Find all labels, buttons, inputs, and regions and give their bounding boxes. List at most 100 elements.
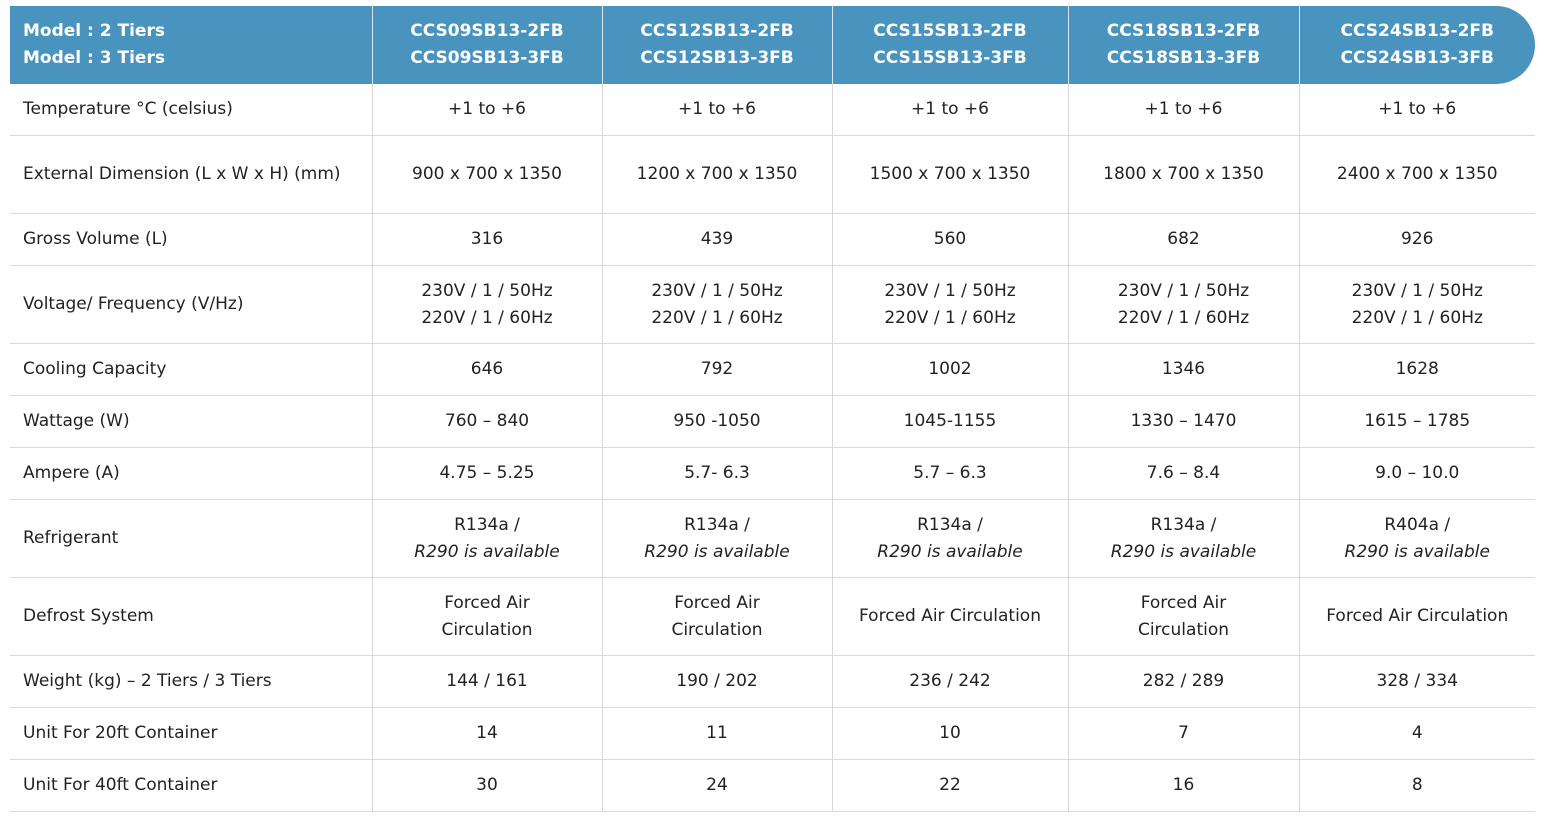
spec-value: 2400 x 700 x 1350 bbox=[1299, 135, 1535, 214]
model-3-tier-code: CCS09SB13-3FB bbox=[410, 48, 564, 68]
defrost-line: Circulation bbox=[1137, 619, 1230, 640]
model-3-tier-code: CCS12SB13-3FB bbox=[640, 48, 794, 68]
model-3-tier-code: CCS24SB13-3FB bbox=[1340, 48, 1494, 68]
defrost-line: Forced Air bbox=[444, 592, 530, 613]
spec-label: Ampere (A) bbox=[10, 447, 373, 500]
spec-value: 792 bbox=[602, 343, 833, 396]
spec-value: 316 bbox=[372, 213, 603, 266]
model-2-tier-code: CCS12SB13-2FB bbox=[640, 21, 794, 41]
model-2-tiers-label: Model : 2 Tiers bbox=[23, 21, 165, 41]
model-header-ccs15: CCS15SB13-2FB CCS15SB13-3FB bbox=[832, 6, 1069, 84]
voltage-line: 220V / 1 / 60Hz bbox=[1117, 307, 1250, 328]
spec-value: 1045-1155 bbox=[832, 395, 1069, 448]
defrost-line: Circulation bbox=[671, 619, 763, 640]
spec-value: R134a / R290 is available bbox=[832, 499, 1069, 578]
spec-value: 1200 x 700 x 1350 bbox=[602, 135, 833, 214]
model-2-tier-code: CCS09SB13-2FB bbox=[410, 21, 564, 41]
spec-value: 230V / 1 / 50Hz 220V / 1 / 60Hz bbox=[1299, 265, 1535, 344]
spec-value: 144 / 161 bbox=[372, 655, 603, 708]
spec-row-ampere: Ampere (A) 4.75 – 5.25 5.7- 6.3 5.7 – 6.… bbox=[10, 447, 1535, 500]
model-header-ccs09: CCS09SB13-2FB CCS09SB13-3FB bbox=[372, 6, 603, 84]
spec-value: 1346 bbox=[1068, 343, 1300, 396]
spec-label: External Dimension (L x W x H) (mm) bbox=[10, 135, 373, 214]
spec-value: 4 bbox=[1299, 707, 1535, 760]
refrigerant-type: R134a / bbox=[917, 514, 983, 535]
spec-value: 1002 bbox=[832, 343, 1069, 396]
spec-label: Cooling Capacity bbox=[10, 343, 373, 396]
spec-value: 682 bbox=[1068, 213, 1300, 266]
voltage-line: 230V / 1 / 50Hz bbox=[884, 280, 1016, 301]
spec-value: +1 to +6 bbox=[832, 84, 1069, 136]
voltage-line: 220V / 1 / 60Hz bbox=[1351, 307, 1483, 328]
spec-row-defrost-system: Defrost System Forced Air Circulation Fo… bbox=[10, 577, 1535, 656]
model-label-header: Model : 2 Tiers Model : 3 Tiers bbox=[10, 6, 373, 84]
spec-label: Unit For 40ft Container bbox=[10, 759, 373, 812]
spec-value: Forced Air Circulation bbox=[602, 577, 833, 656]
spec-value: R134a / R290 is available bbox=[602, 499, 833, 578]
refrigerant-type: R404a / bbox=[1384, 514, 1451, 535]
spec-value: 11 bbox=[602, 707, 833, 760]
spec-value: 926 bbox=[1299, 213, 1535, 266]
spec-value: 282 / 289 bbox=[1068, 655, 1300, 708]
spec-label: Refrigerant bbox=[10, 499, 373, 578]
refrigerant-alternative: R290 is available bbox=[1110, 541, 1257, 562]
spec-label: Defrost System bbox=[10, 577, 373, 656]
model-header-ccs24: CCS24SB13-2FB CCS24SB13-3FB bbox=[1299, 6, 1535, 84]
spec-value: 230V / 1 / 50Hz 220V / 1 / 60Hz bbox=[832, 265, 1069, 344]
spec-value: Forced Air Circulation bbox=[1068, 577, 1300, 656]
spec-value: 5.7- 6.3 bbox=[602, 447, 833, 500]
spec-value: 1500 x 700 x 1350 bbox=[832, 135, 1069, 214]
spec-value: R404a / R290 is available bbox=[1299, 499, 1535, 578]
refrigerant-alternative: R290 is available bbox=[877, 541, 1023, 562]
spec-row-voltage-frequency: Voltage/ Frequency (V/Hz) 230V / 1 / 50H… bbox=[10, 265, 1535, 344]
model-3-tier-code: CCS15SB13-3FB bbox=[873, 48, 1027, 68]
model-2-tier-code: CCS24SB13-2FB bbox=[1340, 21, 1494, 41]
refrigerant-alternative: R290 is available bbox=[1344, 541, 1490, 562]
model-3-tiers-label: Model : 3 Tiers bbox=[23, 48, 165, 68]
spec-value: 230V / 1 / 50Hz 220V / 1 / 60Hz bbox=[1068, 265, 1300, 344]
spec-value: R134a / R290 is available bbox=[372, 499, 603, 578]
spec-label: Gross Volume (L) bbox=[10, 213, 373, 266]
defrost-line: Forced Air bbox=[674, 592, 760, 613]
spec-value: 646 bbox=[372, 343, 603, 396]
spec-value: 760 – 840 bbox=[372, 395, 603, 448]
spec-value: 1615 – 1785 bbox=[1299, 395, 1535, 448]
spec-value: 14 bbox=[372, 707, 603, 760]
defrost-line: Forced Air bbox=[1140, 592, 1227, 613]
spec-value: 950 -1050 bbox=[602, 395, 833, 448]
spec-value: 16 bbox=[1068, 759, 1300, 812]
spec-row-cooling-capacity: Cooling Capacity 646 792 1002 1346 1628 bbox=[10, 343, 1535, 396]
spec-value: 24 bbox=[602, 759, 833, 812]
spec-row-wattage: Wattage (W) 760 – 840 950 -1050 1045-115… bbox=[10, 395, 1535, 448]
spec-row-gross-volume: Gross Volume (L) 316 439 560 682 926 bbox=[10, 213, 1535, 266]
spec-value: 4.75 – 5.25 bbox=[372, 447, 603, 500]
voltage-line: 220V / 1 / 60Hz bbox=[651, 307, 783, 328]
spec-value: 5.7 – 6.3 bbox=[832, 447, 1069, 500]
model-2-tier-code: CCS18SB13-2FB bbox=[1106, 21, 1261, 41]
header-row: Model : 2 Tiers Model : 3 Tiers CCS09SB1… bbox=[10, 6, 1535, 84]
spec-value: 1628 bbox=[1299, 343, 1535, 396]
spec-value: +1 to +6 bbox=[1068, 84, 1300, 136]
voltage-line: 220V / 1 / 60Hz bbox=[884, 307, 1016, 328]
voltage-line: 230V / 1 / 50Hz bbox=[651, 280, 783, 301]
model-header-ccs12: CCS12SB13-2FB CCS12SB13-3FB bbox=[602, 6, 833, 84]
model-2-tier-code: CCS15SB13-2FB bbox=[873, 21, 1027, 41]
voltage-line: 220V / 1 / 60Hz bbox=[421, 307, 553, 328]
spec-value: 230V / 1 / 50Hz 220V / 1 / 60Hz bbox=[372, 265, 603, 344]
spec-value: +1 to +6 bbox=[372, 84, 603, 136]
defrost-line: Circulation bbox=[441, 619, 533, 640]
spec-value: 1330 – 1470 bbox=[1068, 395, 1300, 448]
spec-value: 8 bbox=[1299, 759, 1535, 812]
spec-label: Voltage/ Frequency (V/Hz) bbox=[10, 265, 373, 344]
spec-value: +1 to +6 bbox=[1299, 84, 1535, 136]
specification-table: Model : 2 Tiers Model : 3 Tiers CCS09SB1… bbox=[10, 6, 1535, 812]
spec-value: 22 bbox=[832, 759, 1069, 812]
spec-value: 7.6 – 8.4 bbox=[1068, 447, 1300, 500]
spec-value: Forced Air Circulation bbox=[372, 577, 603, 656]
spec-value: Forced Air Circulation bbox=[832, 577, 1069, 656]
refrigerant-alternative: R290 is available bbox=[644, 541, 790, 562]
spec-value: Forced Air Circulation bbox=[1299, 577, 1535, 656]
spec-value: 190 / 202 bbox=[602, 655, 833, 708]
spec-value: +1 to +6 bbox=[602, 84, 833, 136]
spec-label: Weight (kg) – 2 Tiers / 3 Tiers bbox=[10, 655, 373, 708]
